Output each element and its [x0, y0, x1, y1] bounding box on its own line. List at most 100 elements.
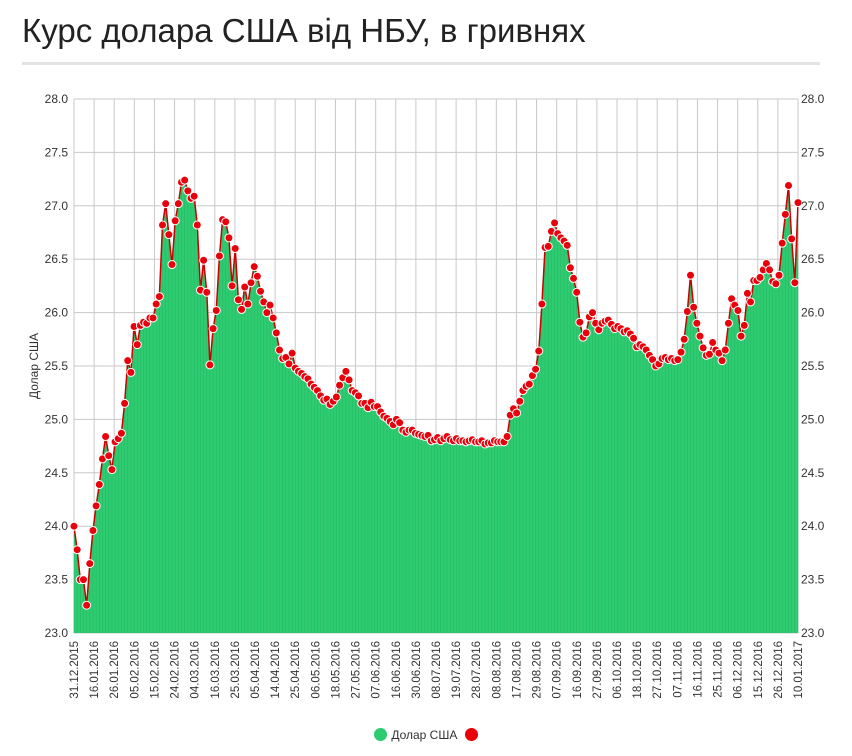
data-point	[562, 240, 572, 250]
data-point	[723, 318, 733, 328]
data-point	[246, 278, 256, 288]
x-tick-label: 25.11.2016	[713, 641, 725, 698]
data-point	[78, 575, 88, 585]
data-point	[249, 262, 259, 272]
x-tick-label: 16.01.2016	[89, 641, 101, 699]
data-point	[170, 216, 180, 226]
data-point	[676, 347, 686, 357]
data-point	[335, 380, 345, 390]
y-tick-label-left: 24.0	[45, 519, 69, 533]
data-point	[575, 317, 585, 327]
data-point	[692, 318, 702, 328]
x-tick-label: 28.07.2016	[471, 641, 483, 699]
legend-label[interactable]: Долар США	[391, 728, 458, 742]
legend-swatch-red[interactable]	[464, 728, 478, 741]
data-point	[221, 217, 231, 227]
data-point	[395, 418, 405, 428]
data-point	[331, 392, 341, 402]
data-point	[256, 286, 266, 296]
x-tick-label: 18.05.2016	[330, 641, 342, 699]
x-tick-label: 26.12.2016	[773, 641, 785, 699]
y-tick-label-left: 25.5	[45, 359, 69, 373]
x-tick-label: 15.02.2016	[149, 641, 161, 699]
y-tick-label-left: 26.0	[45, 306, 69, 320]
x-tick-label: 05.04.2016	[250, 641, 262, 699]
x-tick-label: 07.11.2016	[672, 641, 684, 698]
data-point	[164, 230, 174, 240]
y-tick-label-right: 26.0	[801, 306, 825, 320]
data-point	[765, 265, 775, 275]
data-point	[132, 340, 142, 350]
y-tick-label-right: 26.5	[801, 252, 825, 266]
x-tick-label: 10.01.2017	[793, 641, 805, 699]
data-point	[543, 241, 553, 251]
data-point	[183, 186, 193, 196]
y-tick-label-left: 27.5	[45, 145, 69, 159]
data-point	[151, 299, 161, 309]
data-point	[265, 300, 275, 310]
data-point	[199, 255, 209, 265]
data-point	[94, 480, 104, 490]
data-point	[354, 391, 364, 401]
data-point	[720, 345, 730, 355]
x-tick-label: 19.07.2016	[451, 641, 463, 699]
data-point	[154, 292, 164, 302]
data-point	[72, 545, 82, 555]
page-title: Курс долара США від НБУ, в гривнях	[22, 12, 586, 49]
data-point	[344, 375, 354, 385]
data-point	[704, 349, 714, 359]
data-point	[91, 501, 101, 511]
title-divider	[22, 62, 820, 65]
x-tick-label: 16.11.2016	[692, 641, 704, 698]
x-tick-label: 16.09.2016	[572, 641, 584, 699]
x-tick-label: 17.08.2016	[511, 641, 523, 699]
data-point	[774, 270, 784, 280]
data-point	[158, 220, 168, 230]
data-point	[717, 356, 727, 366]
data-point	[208, 324, 218, 334]
data-point	[287, 348, 297, 358]
y-tick-label-right: 27.0	[801, 199, 825, 213]
data-point	[787, 234, 797, 244]
x-tick-label: 06.10.2016	[612, 641, 624, 699]
data-point	[161, 199, 171, 209]
y-tick-label-right: 24.5	[801, 466, 825, 480]
y-tick-label-left: 27.0	[45, 199, 69, 213]
y-tick-label-right: 24.0	[801, 519, 825, 533]
data-point	[275, 345, 285, 355]
data-point	[227, 281, 237, 291]
x-tick-label: 06.12.2016	[733, 641, 745, 699]
data-point	[211, 305, 221, 315]
data-point	[233, 295, 243, 305]
data-point	[515, 396, 525, 406]
data-point	[502, 431, 512, 441]
y-tick-label-right: 27.5	[801, 145, 825, 159]
y-tick-label-left: 26.5	[45, 252, 69, 266]
x-tick-label: 18.10.2016	[632, 641, 644, 699]
data-point	[123, 356, 133, 366]
legend: Долар США	[0, 728, 852, 742]
axis-layer: 23.0 23.0 23.5 23.5 24.0 24.0 24.5 24.5 25.0 25.0…	[27, 92, 825, 699]
data-point	[771, 279, 781, 289]
data-point	[284, 359, 294, 369]
x-tick-label: 24.02.2016	[170, 641, 182, 699]
data-point	[565, 263, 575, 273]
data-point	[180, 175, 190, 185]
y-axis-title: Долар США	[27, 333, 41, 399]
y-tick-label-right: 23.0	[801, 626, 825, 640]
y-tick-label-left: 23.5	[45, 573, 69, 587]
x-tick-label: 30.06.2016	[411, 641, 423, 699]
legend-swatch-green[interactable]	[374, 728, 388, 741]
y-tick-label-right: 25.5	[801, 359, 825, 373]
data-point	[777, 238, 787, 248]
data-point	[69, 521, 79, 531]
data-point	[708, 338, 718, 348]
data-point	[167, 260, 177, 270]
x-tick-label: 07.09.2016	[552, 641, 564, 699]
y-tick-label-left: 25.0	[45, 412, 69, 426]
x-tick-label: 16.06.2016	[391, 641, 403, 699]
x-tick-label: 25.04.2016	[290, 641, 302, 699]
series-area	[74, 180, 798, 634]
data-point	[790, 278, 800, 288]
x-tick-label: 06.05.2016	[310, 641, 322, 699]
